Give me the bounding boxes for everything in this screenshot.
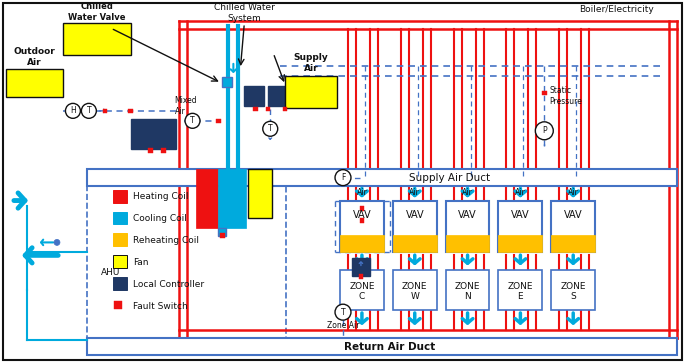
- Bar: [87, 169, 677, 186]
- Bar: [393, 270, 436, 310]
- Bar: [285, 76, 337, 108]
- Bar: [6, 69, 63, 97]
- Bar: [542, 90, 547, 95]
- Bar: [340, 270, 384, 310]
- Text: VAV: VAV: [511, 210, 530, 220]
- Text: Reheating Coil: Reheating Coil: [133, 236, 199, 245]
- Bar: [499, 270, 543, 310]
- Text: T: T: [190, 116, 195, 125]
- Text: Air: Air: [410, 188, 420, 197]
- Bar: [499, 201, 543, 252]
- Bar: [113, 190, 127, 203]
- Text: Cooling Coil: Cooling Coil: [133, 214, 186, 223]
- Bar: [87, 169, 286, 338]
- Text: Air: Air: [462, 188, 473, 197]
- Circle shape: [82, 104, 97, 118]
- Bar: [162, 148, 166, 153]
- Bar: [266, 107, 271, 111]
- Text: ZONE
C: ZONE C: [349, 282, 375, 301]
- Bar: [340, 201, 384, 252]
- Circle shape: [263, 121, 277, 136]
- Text: Fault Switch: Fault Switch: [133, 302, 188, 311]
- Bar: [63, 23, 131, 55]
- Text: Return Air Duct: Return Air Duct: [345, 342, 436, 352]
- Bar: [446, 270, 490, 310]
- Bar: [393, 201, 436, 252]
- Circle shape: [335, 170, 351, 186]
- Text: VAV: VAV: [458, 210, 477, 220]
- Bar: [113, 277, 127, 290]
- Text: Supply Air Duct: Supply Air Duct: [409, 173, 490, 182]
- Text: ZONE
S: ZONE S: [560, 282, 586, 301]
- Bar: [551, 235, 595, 252]
- Text: Air: Air: [568, 188, 579, 197]
- Text: Fan: Fan: [133, 258, 148, 267]
- Bar: [114, 301, 122, 309]
- Bar: [219, 228, 227, 236]
- Bar: [220, 233, 225, 238]
- Text: VAV: VAV: [564, 210, 582, 220]
- Text: Static
Pressure: Static Pressure: [549, 86, 582, 106]
- Circle shape: [536, 122, 553, 140]
- Bar: [360, 218, 364, 223]
- Bar: [149, 148, 153, 153]
- Bar: [551, 270, 595, 310]
- Bar: [393, 235, 436, 252]
- Text: Chilled Water
System: Chilled Water System: [214, 4, 275, 23]
- Circle shape: [66, 104, 80, 118]
- Circle shape: [54, 239, 60, 245]
- Bar: [113, 233, 127, 247]
- Text: ZONE
E: ZONE E: [508, 282, 533, 301]
- Text: Zone Air: Zone Air: [327, 321, 359, 330]
- Bar: [113, 255, 127, 268]
- Bar: [359, 274, 363, 278]
- Text: Heating Coil: Heating Coil: [133, 192, 188, 201]
- Text: AHU: AHU: [101, 268, 120, 277]
- Bar: [499, 235, 543, 252]
- Bar: [245, 86, 264, 106]
- Text: Boiler/Electricity: Boiler/Electricity: [580, 5, 654, 14]
- Bar: [253, 107, 258, 111]
- Bar: [216, 119, 221, 123]
- Circle shape: [185, 113, 200, 128]
- Bar: [269, 86, 288, 106]
- Text: Chilled
Water Valve: Chilled Water Valve: [68, 3, 125, 22]
- Bar: [103, 109, 107, 113]
- Bar: [340, 235, 384, 252]
- Text: T: T: [340, 308, 345, 317]
- Text: VAV: VAV: [353, 210, 371, 220]
- Text: Supply
Air: Supply Air: [294, 53, 329, 73]
- Bar: [446, 235, 490, 252]
- Text: VAV: VAV: [406, 210, 424, 220]
- Bar: [249, 169, 272, 219]
- Bar: [197, 169, 219, 228]
- Bar: [551, 201, 595, 252]
- Circle shape: [335, 304, 351, 320]
- Bar: [129, 109, 133, 113]
- Bar: [87, 338, 677, 355]
- Bar: [223, 77, 232, 87]
- Text: ZONE
N: ZONE N: [455, 282, 480, 301]
- Text: Local Controller: Local Controller: [133, 280, 204, 289]
- Bar: [131, 119, 175, 149]
- Text: ZONE
W: ZONE W: [402, 282, 427, 301]
- Text: T: T: [86, 106, 91, 115]
- Text: H: H: [70, 106, 76, 115]
- Bar: [360, 206, 364, 211]
- Text: T: T: [268, 124, 273, 133]
- Bar: [446, 201, 490, 252]
- Text: Air: Air: [515, 188, 526, 197]
- Text: Outdoor
Air: Outdoor Air: [13, 47, 55, 67]
- Bar: [113, 211, 127, 224]
- Text: Air: Air: [357, 188, 367, 197]
- Bar: [283, 107, 288, 111]
- Text: Mixed
Air: Mixed Air: [175, 96, 197, 115]
- Bar: [352, 258, 370, 276]
- Text: F: F: [341, 173, 345, 182]
- Bar: [219, 169, 247, 228]
- Text: P: P: [542, 126, 547, 135]
